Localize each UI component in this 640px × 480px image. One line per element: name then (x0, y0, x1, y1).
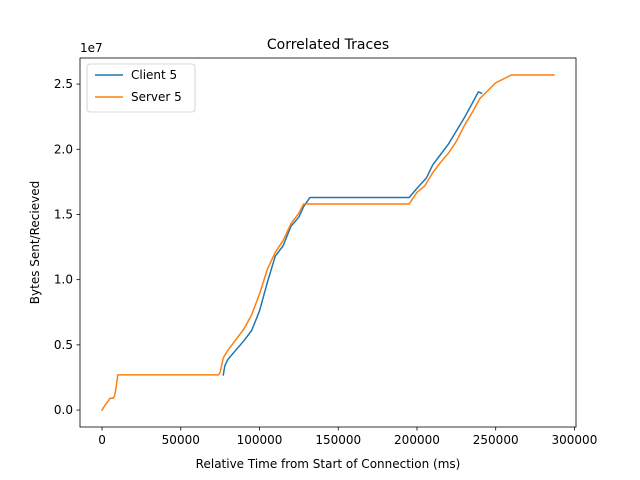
x-tick-label: 300000 (552, 433, 598, 447)
y-tick-label: 1.0 (54, 273, 73, 287)
series-lines (101, 74, 555, 412)
legend-box (86, 63, 196, 113)
y-axis-ticks: 0.0 0.5 1.0 1.5 2.0 2.5 (54, 77, 80, 417)
axes-frame (79, 57, 577, 428)
chart-title: Correlated Traces (267, 37, 389, 53)
x-tick-label: 50000 (162, 433, 200, 447)
x-tick-label: 150000 (315, 433, 361, 447)
series-line-client-5 (222, 91, 483, 376)
y-tick-label: 1.5 (54, 207, 73, 221)
y-tick-label: 0.5 (54, 338, 73, 352)
y-offset-text: 1e7 (80, 41, 103, 55)
legend: Client 5 Server 5 (86, 63, 196, 113)
x-tick-label: 0 (98, 433, 106, 447)
x-axis-label: Relative Time from Start of Connection (… (196, 457, 461, 471)
series-line-server-5 (101, 74, 555, 412)
y-tick-label: 0.0 (54, 403, 73, 417)
x-axis-ticks: 0 50000 100000 150000 200000 250000 300000 (98, 427, 597, 447)
x-tick-label: 100000 (237, 433, 283, 447)
legend-label-client-5: Client 5 (131, 68, 177, 82)
y-axis-label: Bytes Sent/Recieved (28, 181, 42, 304)
legend-label-server-5: Server 5 (131, 90, 182, 104)
x-tick-label: 250000 (473, 433, 519, 447)
x-tick-label: 200000 (394, 433, 440, 447)
y-tick-label: 2.0 (54, 142, 73, 156)
y-tick-label: 2.5 (54, 77, 73, 91)
